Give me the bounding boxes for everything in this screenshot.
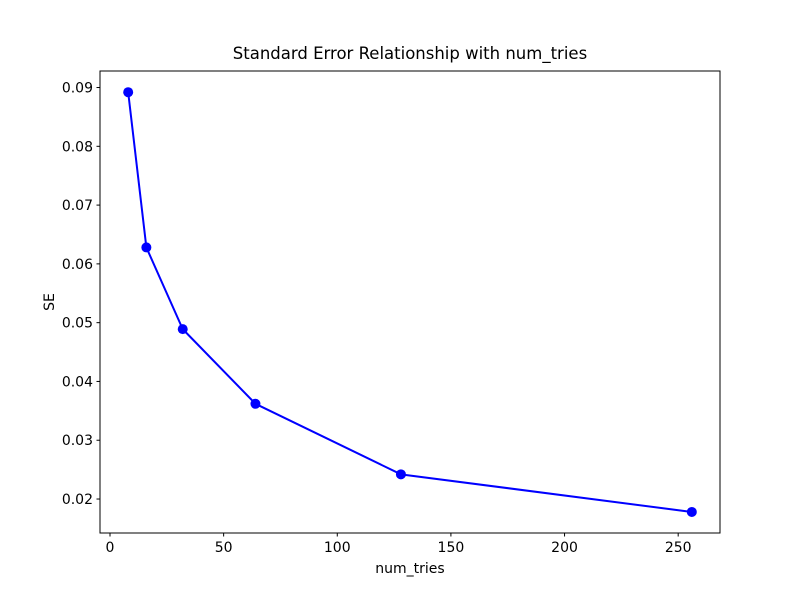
y-tick-label: 0.09 (62, 81, 93, 97)
y-axis-label: SE (42, 293, 58, 311)
chart-title: Standard Error Relationship with num_tri… (232, 44, 588, 63)
x-axis-label: num_tries (375, 561, 445, 577)
data-point-marker (395, 469, 406, 480)
y-tick-label: 0.08 (62, 139, 93, 155)
y-tick-label: 0.06 (62, 257, 93, 273)
x-tick-label: 150 (438, 540, 465, 556)
data-point-marker (177, 324, 188, 335)
data-point-marker (686, 506, 697, 517)
plot-frame (99, 70, 721, 534)
x-tick-label: 100 (324, 540, 351, 556)
y-tick-label: 0.05 (62, 316, 93, 332)
data-point-marker (141, 242, 152, 253)
data-point-marker (250, 398, 261, 409)
data-point-marker (123, 87, 134, 98)
y-tick-label: 0.07 (62, 198, 93, 214)
y-tick-label: 0.04 (62, 374, 93, 390)
y-tick-label: 0.03 (62, 433, 93, 449)
x-tick-label: 50 (215, 540, 233, 556)
x-tick-label: 250 (665, 540, 692, 556)
x-tick-label: 200 (551, 540, 578, 556)
x-tick-label: 0 (106, 540, 115, 556)
y-tick-label: 0.02 (62, 492, 93, 508)
series-line (127, 92, 692, 513)
